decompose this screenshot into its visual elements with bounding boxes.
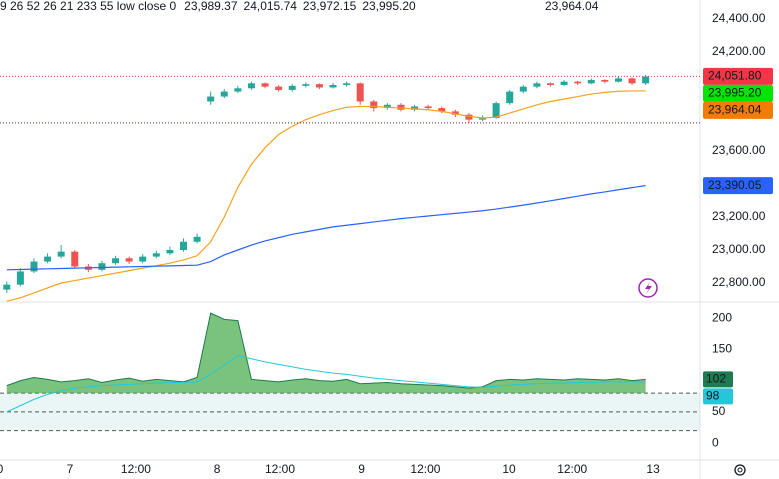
candle-body	[519, 86, 527, 92]
candle-body	[601, 80, 609, 82]
candle-body	[465, 114, 473, 120]
candle-body	[98, 263, 106, 270]
candle-body	[492, 103, 500, 118]
legend-value: 23,989.37	[184, 0, 238, 13]
candle-body	[71, 251, 79, 267]
alert-icon[interactable]	[638, 278, 658, 298]
area-fill	[6, 313, 646, 394]
candle-body	[642, 76, 650, 84]
candle-body	[234, 88, 242, 92]
candle-body	[44, 256, 52, 262]
candle-body	[411, 106, 419, 110]
price-label: 23,995.20	[708, 86, 762, 100]
x-tick-label: 12:00	[410, 462, 440, 476]
candle-body	[207, 96, 215, 102]
settings-icon[interactable]	[734, 464, 746, 476]
y-tick-label: 24,200.00	[712, 44, 766, 58]
candle-body	[112, 258, 120, 264]
candle-body	[560, 81, 568, 85]
price-label-box	[703, 84, 773, 102]
candle-body	[479, 117, 487, 120]
candle-body	[574, 81, 582, 84]
candle-body	[288, 85, 296, 90]
candle-body	[329, 84, 337, 88]
price-label-box	[703, 101, 773, 119]
last-value-box	[703, 388, 733, 405]
moving-average	[6, 90, 646, 302]
last-value-box	[703, 371, 733, 388]
y-tick-label: 22,800.00	[712, 275, 766, 289]
candle-body	[16, 271, 24, 285]
x-tick-label: 9	[358, 462, 365, 476]
candle-body	[438, 108, 446, 112]
price-label: 24,051.80	[708, 69, 762, 83]
x-tick-label: 13	[646, 462, 660, 476]
candle-body	[533, 83, 541, 87]
candle-body	[383, 104, 391, 109]
candle-body	[125, 258, 133, 262]
legend-value: 23,972.15	[303, 0, 357, 13]
candle-body	[30, 261, 38, 272]
candle-body	[614, 78, 622, 82]
candle-body	[193, 236, 201, 242]
y-tick-label: 200	[712, 310, 732, 324]
candle-body	[275, 86, 283, 90]
candle-body	[356, 83, 364, 102]
x-tick-label: 12:00	[121, 462, 151, 476]
y-tick-label: 50	[712, 404, 726, 418]
candle-body	[57, 251, 65, 257]
candle-body	[220, 91, 228, 97]
candle-body	[261, 83, 269, 87]
candle-body	[451, 111, 459, 115]
candle-body	[302, 84, 310, 86]
moving-average	[6, 185, 646, 271]
x-tick-label: 12:00	[265, 462, 295, 476]
legend-value: 24,015.74	[244, 0, 298, 13]
candle-body	[343, 83, 351, 85]
legend-ma-value: 23,964.04	[545, 0, 599, 13]
price-label: 23,390.05	[708, 178, 762, 192]
legend-value: 23,995.20	[362, 0, 416, 13]
candle-body	[424, 106, 432, 109]
x-tick-label: 8	[214, 462, 221, 476]
signal-line	[6, 355, 646, 413]
area-line	[6, 312, 646, 389]
candle-body	[506, 91, 514, 104]
y-tick-label: 23,000.00	[712, 242, 766, 256]
candle-body	[397, 104, 405, 110]
last-value-label: 102	[706, 372, 726, 386]
y-tick-label: 23,200.00	[712, 209, 766, 223]
candle-body	[628, 78, 636, 84]
y-tick-label: 23,600.00	[712, 143, 766, 157]
price-label-box	[703, 177, 773, 195]
candle-body	[587, 80, 595, 84]
candle-body	[546, 83, 554, 85]
candle-body	[370, 101, 378, 109]
y-tick-label: 150	[712, 342, 732, 356]
x-tick-label: 10	[502, 462, 516, 476]
x-tick-label: 0	[0, 462, 4, 476]
y-tick-label: 24,400.00	[712, 11, 766, 25]
x-tick-label: 12:00	[557, 462, 587, 476]
candle-body	[166, 250, 174, 254]
candle-body	[152, 253, 160, 257]
candle-body	[139, 256, 147, 262]
y-tick-label: 0	[712, 435, 719, 449]
candle-body	[247, 83, 255, 89]
candle-body	[179, 241, 187, 250]
price-label-box	[703, 67, 773, 85]
last-value-label: 98	[706, 389, 720, 403]
candle-body	[315, 84, 323, 88]
candle-body	[3, 284, 11, 290]
x-tick-label: 7	[67, 462, 74, 476]
legend-text: 9 26 52 26 21 233 55 low close 0	[0, 0, 176, 13]
price-label: 23,964.04	[708, 103, 762, 117]
